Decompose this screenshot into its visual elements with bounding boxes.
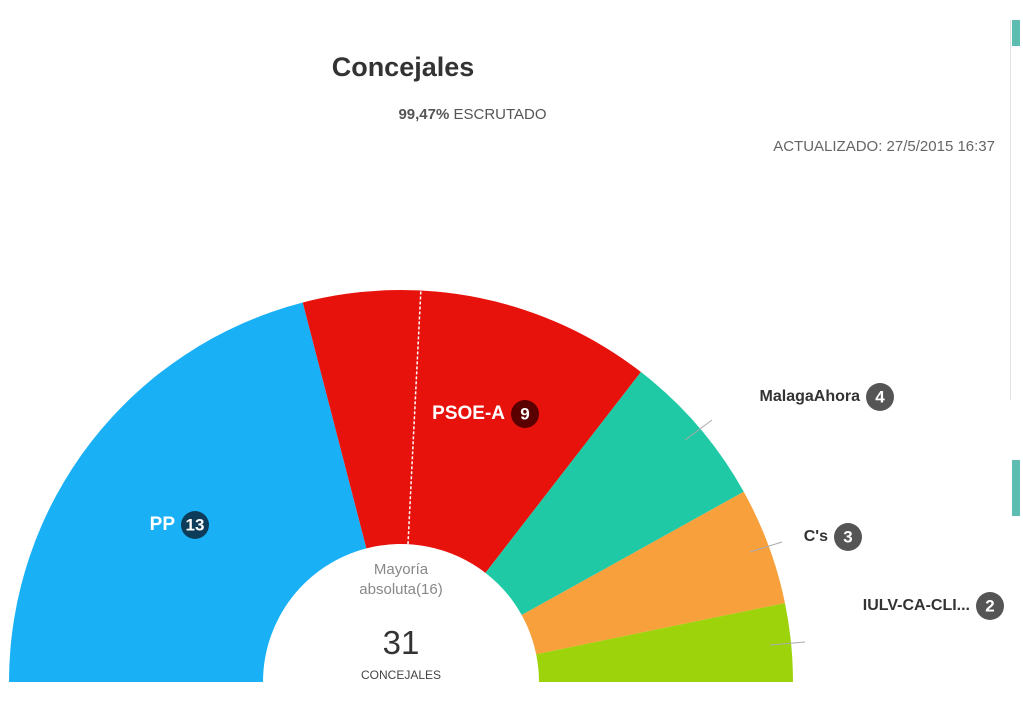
scrutiny-value: 99,47% [398,106,450,123]
seat-count: 13 [186,515,205,534]
side-tab [1012,20,1020,46]
party-label: MalagaAhora [760,388,861,405]
leader-line [769,641,806,646]
total-label: CONCEJALES [360,668,442,682]
seat-count: 9 [520,404,529,423]
leader-line [684,419,713,441]
seat-segment [485,372,744,616]
scrutiny-text: ESCRUTADO [453,106,547,123]
seat-count: 4 [875,387,885,406]
title: Concejales [331,52,475,82]
seat-badge [834,523,862,551]
majority-line [407,290,422,545]
majority-label: Mayoría absoluta(16) [359,561,443,598]
seat-segment [521,491,785,655]
seat-segment [302,290,641,573]
party-label: IULV-CA-CLI... [863,597,970,614]
seat-count: 3 [843,527,852,546]
party-label: PSOE-A [432,403,505,424]
scrutiny: 99,47% ESCRUTADO [0,106,945,123]
side-tab [1012,460,1020,516]
seat-badge [866,383,894,411]
seat-segment [9,302,367,682]
side-border [1010,20,1011,400]
seat-count: 2 [985,596,994,615]
seat-segment [536,603,793,682]
party-label: C's [804,528,828,545]
seat-badge [976,592,1004,620]
leader-line [749,541,783,553]
updated: ACTUALIZADO: 27/5/2015 16:37 [773,138,995,155]
party-label: PP [150,514,176,535]
total: 31 [382,624,420,661]
seat-badge [181,511,209,539]
seat-badge [511,400,539,428]
